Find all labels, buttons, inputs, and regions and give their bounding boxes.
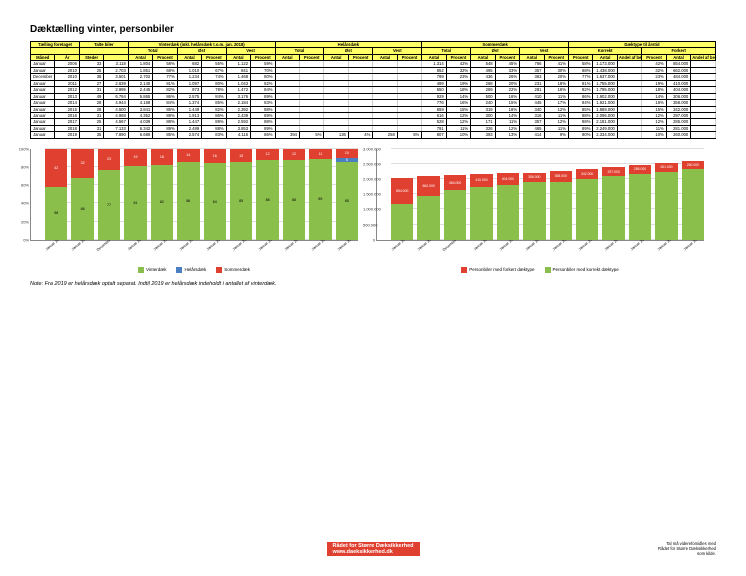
footer-right: Tal må viderefomidles med Rådet for Stør…: [658, 541, 716, 556]
chart1-bar: 82 18: [151, 149, 173, 240]
chart2-bar: 410.000: [470, 149, 492, 240]
chart2-bar: 260.000: [682, 149, 704, 240]
chart1-bar: 68 32: [71, 149, 93, 240]
chart1-bar: 81 19: [124, 149, 146, 240]
chart1-bar: 77 23: [98, 149, 120, 240]
chart2-bar: 404.000: [497, 149, 519, 240]
chart-stacked-percent: 0%20%40%60%80%100% 58 42 68 32 77 23 81 …: [30, 149, 358, 273]
chart2-bar: 358.000: [550, 149, 572, 240]
note-text: Note: Fra 2019 er helårsdæk optalt separ…: [30, 281, 716, 287]
chart2-bar: 297.000: [602, 149, 624, 240]
chart1-bar: 58 42: [45, 149, 67, 240]
chart2-bar: 662.000: [417, 149, 439, 240]
footer-center: Rådet for Større Dæksikkerhed www.daeksi…: [0, 542, 746, 556]
chart1-bar: 88 12: [256, 149, 278, 240]
chart2-bar: 285.000: [629, 149, 651, 240]
chart1-bar: 89 11: [309, 149, 331, 240]
chart-stacked-abs: 0500.0001.000.0001.500.0002.000.0002.500…: [376, 149, 704, 273]
data-table: Tælling foretaget Talte biler Vinterdæk …: [30, 41, 716, 139]
chart2-bar: 484.000: [444, 149, 466, 240]
chart2-bar: 281.000: [655, 149, 677, 240]
footer-r3: som kilde.: [697, 551, 716, 556]
footer-url: www.daeksikkerhed.dk: [333, 549, 393, 555]
page-title: Dæktælling vinter, personbiler: [30, 24, 716, 35]
chart2-bar: 306.000: [523, 149, 545, 240]
chart2-bar: 854.000: [391, 149, 413, 240]
chart1-bar: 84 16: [204, 149, 226, 240]
chart1-bar: 85 15: [230, 149, 252, 240]
chart1-bar: 86 14: [177, 149, 199, 240]
chart1-bar: 85 5 10: [336, 149, 358, 240]
chart1-bar: 88 12: [283, 149, 305, 240]
table-row: Januar2019357.8906.68985%2.57483%4.11586…: [31, 132, 716, 138]
chart2-bar: 342.000: [576, 149, 598, 240]
